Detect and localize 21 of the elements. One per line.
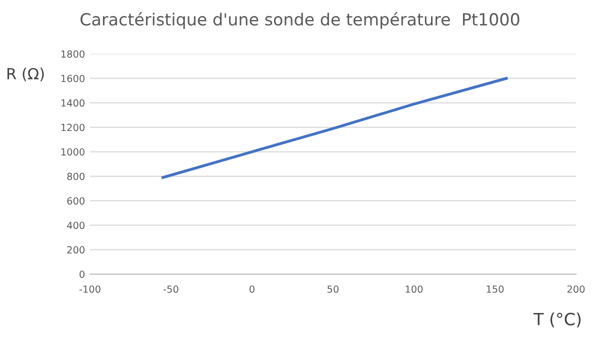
y-tick-label: 800 (67, 172, 84, 180)
y-tick-label: 200 (67, 246, 84, 254)
y-tick-label: 1200 (61, 124, 84, 132)
y-tick-label: 400 (67, 222, 84, 230)
y-axis-title: R (Ω) (8, 68, 44, 82)
y-tick-label: 1800 (61, 50, 84, 58)
y-tick-label: 1600 (61, 74, 84, 82)
line-series (162, 76, 508, 179)
y-tick-label: 1000 (61, 148, 84, 156)
y-tick-label: 0 (80, 270, 84, 278)
x-axis-title: T (°C) (533, 312, 581, 328)
x-tick-label: 50 (328, 285, 339, 293)
x-tick-label: 100 (406, 285, 423, 293)
x-tick-label: 200 (567, 285, 585, 293)
y-tick-label: 1400 (61, 99, 84, 107)
x-tick-label: -50 (164, 285, 178, 293)
x-tick-label: 150 (486, 285, 504, 293)
x-tick-label: 0 (250, 285, 254, 293)
y-tick-label: 600 (67, 197, 84, 205)
x-tick-label: -100 (79, 285, 100, 293)
chart-title: Caractéristique d'une sonde de température Pt1000 (80, 12, 520, 29)
